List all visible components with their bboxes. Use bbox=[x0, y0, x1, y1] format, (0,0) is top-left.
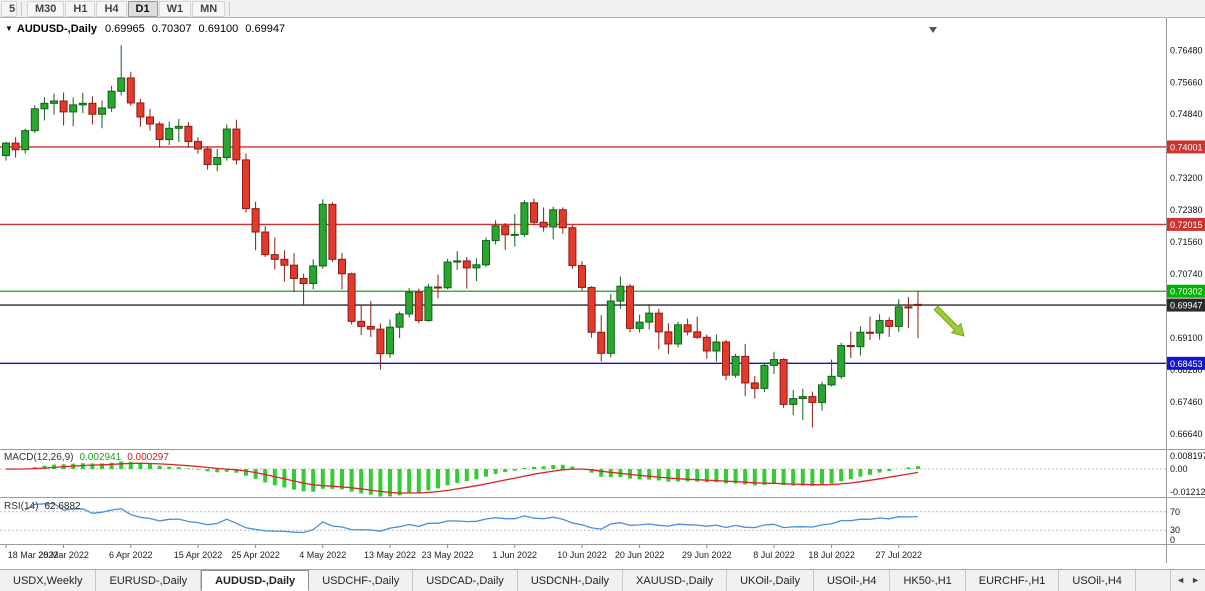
candles-layer bbox=[2, 45, 922, 428]
svg-text:70: 70 bbox=[1170, 507, 1180, 517]
timeframe-button-m30[interactable]: M30 bbox=[27, 0, 65, 17]
svg-text:-0.01212: -0.01212 bbox=[1170, 487, 1205, 497]
level-lines[interactable] bbox=[0, 146, 1166, 364]
chart-tab-hk50-h1[interactable]: HK50-,H1 bbox=[890, 570, 966, 591]
svg-text:0.76480: 0.76480 bbox=[1170, 45, 1203, 55]
timeframe-button-mn[interactable]: MN bbox=[192, 0, 226, 17]
svg-text:0.73200: 0.73200 bbox=[1170, 173, 1203, 183]
toolbar-separator-2 bbox=[229, 1, 231, 16]
svg-text:18 Jul 2022: 18 Jul 2022 bbox=[808, 550, 855, 560]
chart-tab-xauusd-daily[interactable]: XAUUSD-,Daily bbox=[623, 570, 728, 591]
rsi-panel bbox=[0, 502, 1166, 534]
svg-text:30: 30 bbox=[1170, 525, 1180, 535]
chart-tabbar-tabs: USDX,Weekly EURUSD-,Daily AUDUSD-,Daily USD… bbox=[0, 570, 1136, 591]
tab-scroll-left-icon[interactable]: ◄ bbox=[1176, 575, 1186, 585]
svg-text:0.66640: 0.66640 bbox=[1170, 429, 1203, 439]
svg-text:15 Apr 2022: 15 Apr 2022 bbox=[174, 550, 223, 560]
chart-tab-usoil-h4[interactable]: USOil-,H4 bbox=[1059, 570, 1136, 591]
timeframe-buttons: M30 H1 H4 D1 W1 MN bbox=[26, 0, 226, 17]
tab-scroll-right-icon[interactable]: ► bbox=[1191, 575, 1200, 585]
svg-text:13 May 2022: 13 May 2022 bbox=[364, 550, 416, 560]
svg-text:6 Apr 2022: 6 Apr 2022 bbox=[109, 550, 153, 560]
trend-arrow-icon[interactable] bbox=[933, 305, 965, 337]
chart-tab-usdcad-daily[interactable]: USDCAD-,Daily bbox=[413, 570, 518, 591]
chart-tab-usdchf-daily[interactable]: USDCHF-,Daily bbox=[309, 570, 414, 591]
svg-text:0.69100: 0.69100 bbox=[1170, 333, 1203, 343]
timeframe-toolbar: 5 M30 H1 H4 D1 W1 MN bbox=[0, 0, 1205, 18]
svg-text:0.008197: 0.008197 bbox=[1170, 451, 1205, 461]
svg-text:0.70302: 0.70302 bbox=[1170, 287, 1203, 297]
svg-text:0.00: 0.00 bbox=[1170, 464, 1188, 474]
price-axis[interactable]: 0.76480 0.75660 0.74840 0.73200 0.72380 0.715… bbox=[1167, 45, 1205, 545]
panel-separators bbox=[0, 18, 1205, 563]
svg-text:8 Jul 2022: 8 Jul 2022 bbox=[753, 550, 795, 560]
chart-canvas[interactable]: 0.76480 0.75660 0.74840 0.73200 0.72380 0.715… bbox=[0, 18, 1205, 563]
svg-text:23 May 2022: 23 May 2022 bbox=[422, 550, 474, 560]
chart-tab-usdcnh-daily[interactable]: USDCNH-,Daily bbox=[517, 570, 624, 591]
timeframe-button-h1[interactable]: H1 bbox=[65, 0, 96, 17]
svg-text:28 Mar 2022: 28 Mar 2022 bbox=[38, 550, 89, 560]
svg-text:0.74840: 0.74840 bbox=[1170, 109, 1203, 119]
chart-tab-eurusd-daily[interactable]: EURUSD-,Daily bbox=[96, 570, 202, 591]
svg-text:25 Apr 2022: 25 Apr 2022 bbox=[231, 550, 280, 560]
svg-text:0.72015: 0.72015 bbox=[1170, 220, 1203, 230]
timeframe-button-h4[interactable]: H4 bbox=[96, 0, 127, 17]
chart-tab-usdx-weekly[interactable]: USDX,Weekly bbox=[0, 570, 97, 591]
svg-text:27 Jul 2022: 27 Jul 2022 bbox=[876, 550, 923, 560]
svg-text:0.69947: 0.69947 bbox=[1170, 301, 1203, 311]
statusbar-gap bbox=[0, 563, 1205, 569]
chart-tab-eurchf-h1[interactable]: EURCHF-,H1 bbox=[965, 570, 1060, 591]
macd-panel bbox=[0, 461, 1166, 497]
svg-text:0.72380: 0.72380 bbox=[1170, 205, 1203, 215]
timeframe-button-w1[interactable]: W1 bbox=[158, 0, 192, 17]
chart-tabbar: USDX,Weekly EURUSD-,Daily AUDUSD-,Daily USD… bbox=[0, 569, 1205, 591]
svg-text:0.68453: 0.68453 bbox=[1170, 359, 1203, 369]
svg-text:10 Jun 2022: 10 Jun 2022 bbox=[557, 550, 607, 560]
svg-text:29 Jun 2022: 29 Jun 2022 bbox=[682, 550, 732, 560]
tab-scroll-controls: ◄ ► bbox=[1170, 570, 1205, 591]
svg-text:0.75660: 0.75660 bbox=[1170, 77, 1203, 87]
svg-text:20 Jun 2022: 20 Jun 2022 bbox=[615, 550, 665, 560]
svg-text:0.67460: 0.67460 bbox=[1170, 397, 1203, 407]
svg-text:0.71560: 0.71560 bbox=[1170, 237, 1203, 247]
svg-text:0.74001: 0.74001 bbox=[1170, 142, 1203, 152]
svg-text:4 May 2022: 4 May 2022 bbox=[299, 550, 346, 560]
chart-tab-usoil-h4[interactable]: USOil-,H4 bbox=[813, 570, 891, 591]
chart-shift-marker-icon bbox=[929, 27, 937, 33]
svg-text:18 Mar 2022: 18 Mar 2022 bbox=[8, 550, 59, 560]
svg-text:1 Jun 2022: 1 Jun 2022 bbox=[493, 550, 538, 560]
toolbar-separator bbox=[21, 1, 22, 16]
svg-text:0.68280: 0.68280 bbox=[1170, 365, 1203, 375]
timeframe-button-partial[interactable]: 5 bbox=[1, 0, 17, 17]
chart-tab-ukoil-daily[interactable]: UKOil-,Daily bbox=[727, 570, 814, 591]
chart-tab-audusd-daily[interactable]: AUDUSD-,Daily bbox=[201, 570, 310, 591]
svg-text:0.70740: 0.70740 bbox=[1170, 269, 1203, 279]
chart-window: 0.76480 0.75660 0.74840 0.73200 0.72380 0.715… bbox=[0, 18, 1205, 563]
svg-text:0: 0 bbox=[1170, 535, 1175, 545]
timeframe-button-d1[interactable]: D1 bbox=[127, 0, 158, 17]
